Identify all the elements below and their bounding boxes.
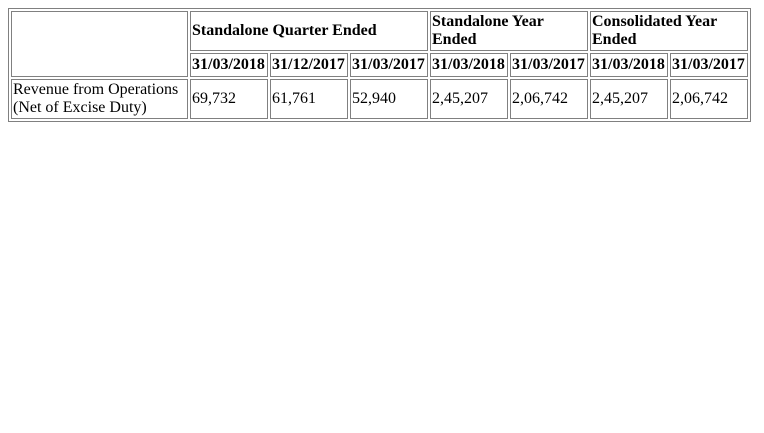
row-label-line1: Revenue from Operations bbox=[13, 81, 179, 98]
table-date-header-row: 31/03/2018 31/12/2017 31/03/2017 31/03/2… bbox=[11, 53, 748, 77]
value-cell: 69,732 bbox=[190, 79, 268, 119]
value-cell: 2,45,207 bbox=[590, 79, 668, 119]
value-cell: 52,940 bbox=[350, 79, 428, 119]
value-cell: 2,06,742 bbox=[670, 79, 748, 119]
row-label-cell: Revenue from Operations (Net of Excise D… bbox=[11, 79, 188, 119]
date-header-cell: 31/03/2017 bbox=[510, 53, 588, 77]
date-header-cell: 31/03/2017 bbox=[670, 53, 748, 77]
value-cell: 2,06,742 bbox=[510, 79, 588, 119]
row-label-line2: (Net of Excise Duty) bbox=[13, 99, 147, 116]
value-cell: 2,45,207 bbox=[430, 79, 508, 119]
date-header-cell: 31/03/2018 bbox=[590, 53, 668, 77]
date-header-cell: 31/03/2018 bbox=[430, 53, 508, 77]
table-group-header-row: Standalone Quarter Ended Standalone Year… bbox=[11, 11, 748, 77]
date-header-cell: 31/03/2018 bbox=[190, 53, 268, 77]
header-standalone-year-ended: Standalone Year Ended bbox=[430, 11, 588, 51]
header-standalone-quarter-ended: Standalone Quarter Ended bbox=[190, 11, 428, 51]
header-consolidated-year-ended: Consolidated Year Ended bbox=[590, 11, 748, 51]
financial-results-table: Standalone Quarter Ended Standalone Year… bbox=[8, 8, 751, 122]
empty-corner-cell bbox=[11, 11, 188, 77]
value-cell: 61,761 bbox=[270, 79, 348, 119]
date-header-cell: 31/12/2017 bbox=[270, 53, 348, 77]
table-row: Revenue from Operations (Net of Excise D… bbox=[11, 79, 748, 119]
date-header-cell: 31/03/2017 bbox=[350, 53, 428, 77]
